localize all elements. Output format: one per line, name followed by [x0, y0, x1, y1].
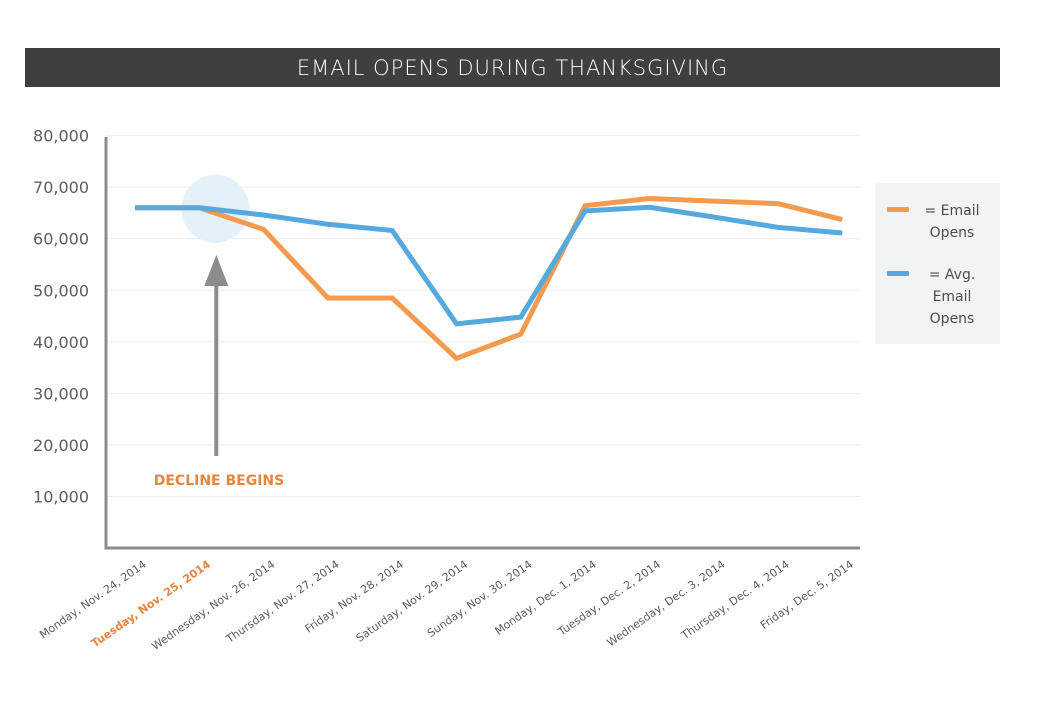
- x-tick-label: Tuesday, Nov. 25, 2014: [89, 558, 213, 651]
- legend-swatch-email-opens: [887, 207, 909, 212]
- y-tick-label: 40,000: [33, 333, 89, 352]
- legend-swatch-avg-email-opens: [887, 271, 909, 276]
- y-tick-label: 60,000: [33, 230, 89, 249]
- legend-item-avg-email-opens: = Avg. Email Opens: [887, 264, 987, 330]
- annotation-arrow-head: [204, 255, 229, 286]
- x-tick-label: Sunday, Nov. 30, 2014: [425, 558, 535, 640]
- y-tick-label: 10,000: [33, 487, 89, 506]
- x-tick-label: Thursday, Dec. 4, 2014: [678, 558, 791, 643]
- legend-label-avg-email-opens: = Avg. Email Opens: [928, 267, 976, 327]
- x-tick-label: Wednesday, Dec. 3, 2014: [605, 558, 728, 649]
- annotation: DECLINE BEGINS: [154, 255, 284, 489]
- x-tick-label: Wednesday, Nov. 26, 2014: [149, 558, 277, 653]
- grid-lines: [106, 135, 860, 497]
- x-tick-label: Tuesday, Dec. 2, 2014: [555, 558, 663, 639]
- y-tick-label: 50,000: [33, 281, 89, 300]
- x-tick-label: Monday, Nov. 24, 2014: [37, 558, 149, 642]
- x-tick-label: Thursday, Nov. 27, 2014: [223, 558, 342, 647]
- y-tick-label: 30,000: [33, 384, 89, 403]
- series-lines: [135, 195, 843, 362]
- y-tick-label: 70,000: [33, 178, 89, 197]
- legend: = Email Opens = Avg. Email Opens: [875, 183, 1000, 344]
- chart-title: EMAIL OPENS DURING THANKSGIVING: [25, 48, 1000, 87]
- legend-label-email-opens: = Email Opens: [924, 203, 980, 241]
- legend-item-email-opens: = Email Opens: [887, 200, 987, 244]
- annotation-text: DECLINE BEGINS: [154, 473, 284, 489]
- x-tick-label: Saturday, Nov. 29, 2014: [354, 558, 471, 645]
- y-tick-label: 20,000: [33, 436, 89, 455]
- series-line-avg-email-opens: [135, 204, 843, 327]
- series-line-email-opens: [135, 195, 843, 362]
- y-tick-label: 80,000: [33, 127, 89, 146]
- y-tick-labels: 10,000 20,000 30,000 40,000 50,000 60,000 70,0…: [33, 127, 89, 507]
- axes: [104, 137, 860, 550]
